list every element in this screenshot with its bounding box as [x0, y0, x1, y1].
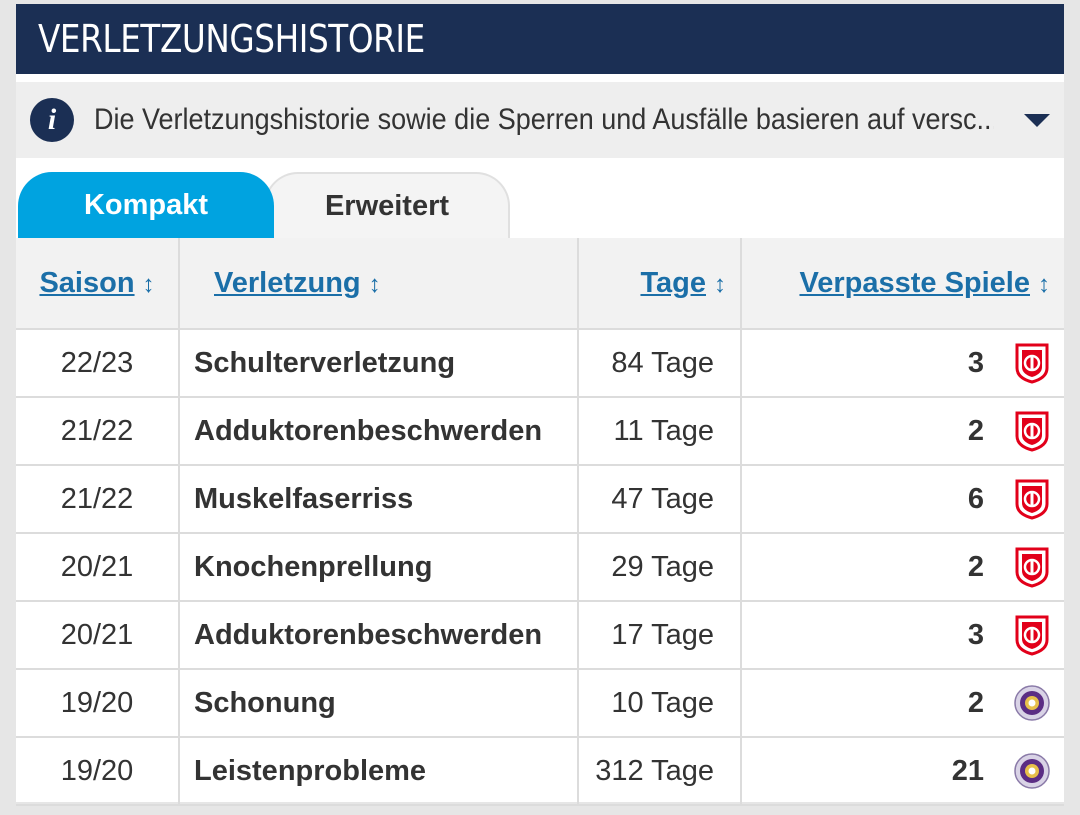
info-icon: i — [30, 98, 74, 142]
saison-cell: 19/20 — [16, 737, 180, 806]
section-title: VERLETZUNGSHISTORIE — [38, 17, 425, 61]
saison-cell: 22/23 — [16, 329, 180, 398]
saison-cell: 21/22 — [16, 465, 180, 534]
missed-games-cell: 6 — [741, 465, 1064, 534]
saison-cell: 19/20 — [16, 669, 180, 738]
missed-games-cell: 2 — [741, 533, 1064, 602]
table-row: 22/23 Schulterverletzung 84 Tage 3 — [16, 329, 1064, 398]
regensburg-icon[interactable] — [1014, 410, 1050, 452]
days-cell: 84 Tage — [578, 329, 742, 398]
days-cell: 47 Tage — [578, 465, 742, 534]
missed-games-cell: 2 — [741, 397, 1064, 466]
missed-games-count: 3 — [967, 618, 984, 651]
injury-table: Saison ↕ Verletzung ↕ Tage ↕ Verpasste Spie… — [16, 238, 1064, 806]
aue-icon[interactable] — [1014, 750, 1050, 792]
saison-cell: 20/21 — [16, 533, 180, 602]
info-text: Die Verletzungshistorie sowie die Sperre… — [94, 103, 994, 136]
injury-cell: Muskelfaserriss — [179, 465, 579, 534]
table-row: 20/21 Knochenprellung 29 Tage 2 — [16, 533, 1064, 602]
missed-games-count: 2 — [967, 414, 984, 447]
tab-kompakt[interactable]: Kompakt — [18, 172, 274, 238]
injury-cell: Adduktorenbeschwerden — [179, 397, 579, 466]
missed-games-count: 3 — [967, 346, 984, 379]
saison-cell: 21/22 — [16, 397, 180, 466]
injury-cell: Schonung — [179, 669, 579, 738]
column-header-tage[interactable]: Tage ↕ — [578, 238, 742, 330]
column-header-saison[interactable]: Saison ↕ — [16, 238, 180, 330]
injury-cell: Schulterverletzung — [179, 329, 579, 398]
missed-games-cell: 2 — [741, 669, 1064, 738]
section-header: VERLETZUNGSHISTORIE — [16, 4, 1064, 74]
missed-games-cell: 21 — [741, 737, 1064, 806]
missed-games-count: 21 — [951, 754, 984, 787]
table-row: 19/20 Leistenprobleme 312 Tage 21 — [16, 737, 1064, 806]
injury-cell: Adduktorenbeschwerden — [179, 601, 579, 670]
sort-icon[interactable]: ↕ — [368, 270, 381, 298]
missed-games-count: 2 — [967, 686, 984, 719]
sort-icon[interactable]: ↕ — [142, 270, 155, 298]
view-tabs: Erweitert Kompakt — [16, 172, 1064, 238]
injury-cell: Leistenprobleme — [179, 737, 579, 806]
sort-icon[interactable]: ↕ — [714, 270, 726, 298]
column-header-verletzung[interactable]: Verletzung ↕ — [179, 238, 579, 330]
missed-games-cell: 3 — [741, 601, 1064, 670]
days-cell: 17 Tage — [578, 601, 742, 670]
info-bar[interactable]: i Die Verletzungshistorie sowie die Sper… — [16, 82, 1064, 158]
aue-icon[interactable] — [1014, 682, 1050, 724]
missed-games-cell: 3 — [741, 329, 1064, 398]
chevron-down-icon[interactable] — [1024, 114, 1050, 127]
sort-icon[interactable]: ↕ — [1038, 270, 1050, 298]
regensburg-icon[interactable] — [1014, 478, 1050, 520]
table-row: 20/21 Adduktorenbeschwerden 17 Tage 3 — [16, 601, 1064, 670]
injury-history-panel: VERLETZUNGSHISTORIE i Die Verletzungshis… — [16, 4, 1064, 806]
days-cell: 11 Tage — [578, 397, 742, 466]
table-row: 21/22 Muskelfaserriss 47 Tage 6 — [16, 465, 1064, 534]
table-row: 21/22 Adduktorenbeschwerden 11 Tage 2 — [16, 397, 1064, 466]
table-header-row: Saison ↕ Verletzung ↕ Tage ↕ Verpasste Spie… — [16, 238, 1064, 330]
column-header-verpasste-spiele[interactable]: Verpasste Spiele ↕ — [741, 238, 1064, 330]
injury-cell: Knochenprellung — [179, 533, 579, 602]
days-cell: 312 Tage — [578, 737, 742, 806]
table-row: 19/20 Schonung 10 Tage 2 — [16, 669, 1064, 738]
regensburg-icon[interactable] — [1014, 614, 1050, 656]
tab-erweitert[interactable]: Erweitert — [264, 172, 510, 238]
days-cell: 10 Tage — [578, 669, 742, 738]
days-cell: 29 Tage — [578, 533, 742, 602]
regensburg-icon[interactable] — [1014, 546, 1050, 588]
missed-games-count: 2 — [967, 550, 984, 583]
missed-games-count: 6 — [967, 482, 984, 515]
regensburg-icon[interactable] — [1014, 342, 1050, 384]
saison-cell: 20/21 — [16, 601, 180, 670]
